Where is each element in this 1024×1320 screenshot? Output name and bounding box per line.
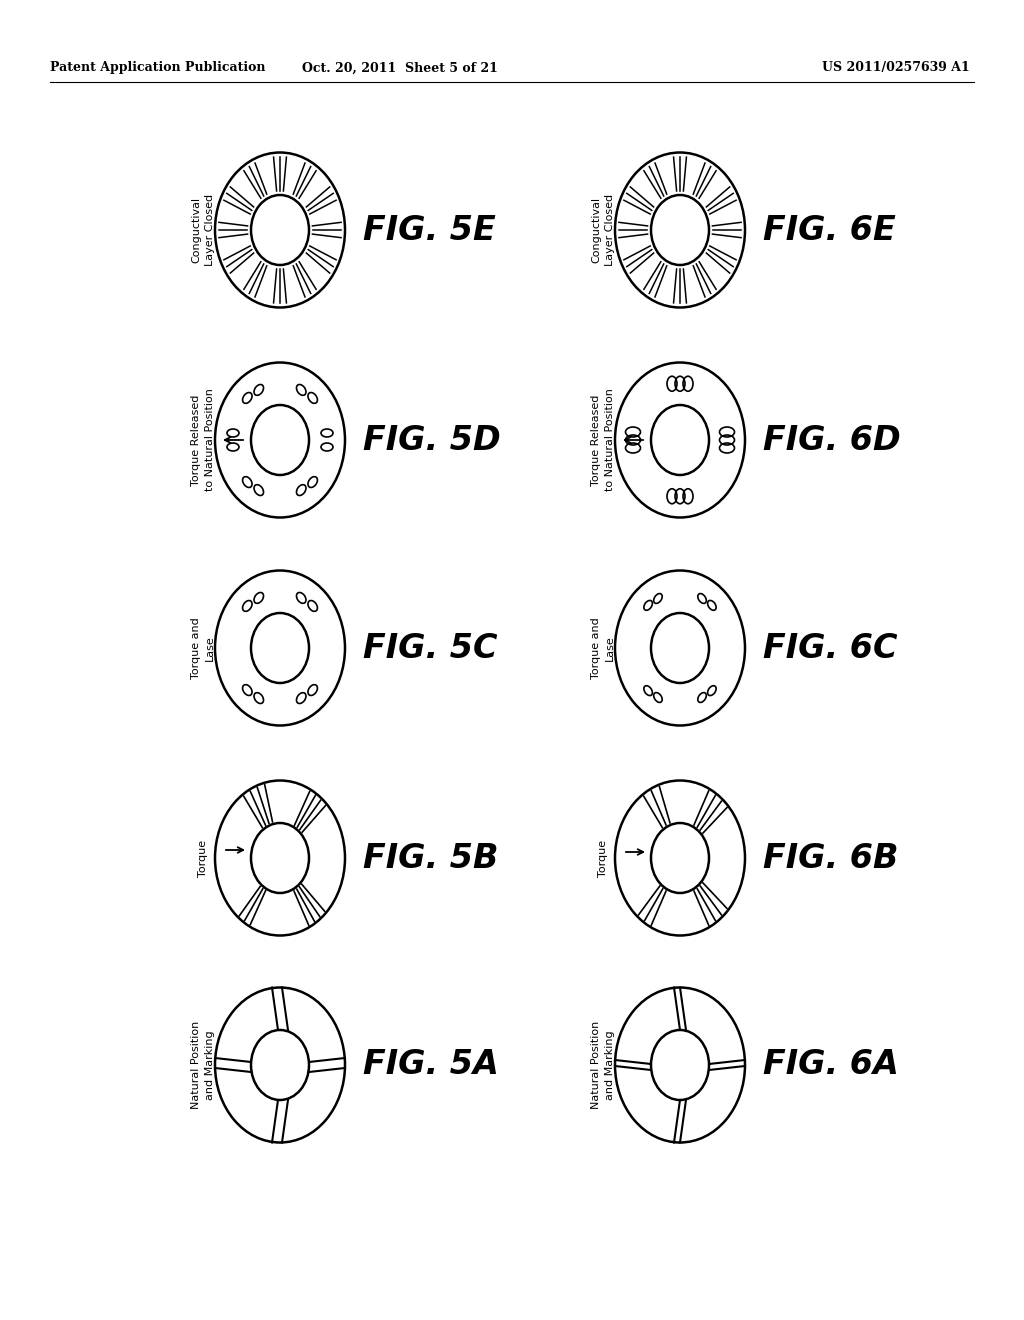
Text: Torque Released: Torque Released (191, 395, 201, 486)
Ellipse shape (615, 987, 745, 1143)
Text: to Natural Position: to Natural Position (605, 388, 615, 491)
Text: Oct. 20, 2011  Sheet 5 of 21: Oct. 20, 2011 Sheet 5 of 21 (302, 62, 498, 74)
Ellipse shape (215, 780, 345, 936)
Text: FIG. 5E: FIG. 5E (362, 214, 496, 247)
Ellipse shape (251, 405, 309, 475)
Ellipse shape (251, 195, 309, 265)
Ellipse shape (651, 1030, 709, 1100)
Text: Layer Closed: Layer Closed (605, 194, 615, 267)
Text: FIG. 6E: FIG. 6E (763, 214, 896, 247)
Text: Patent Application Publication: Patent Application Publication (50, 62, 265, 74)
Text: FIG. 6D: FIG. 6D (763, 424, 901, 457)
Text: Torque Released: Torque Released (591, 395, 601, 486)
Ellipse shape (215, 987, 345, 1143)
Text: Conguctival: Conguctival (591, 197, 601, 263)
Ellipse shape (615, 570, 745, 726)
Text: Torque: Torque (598, 840, 608, 876)
Text: Torque and: Torque and (591, 618, 601, 678)
Text: Conguctival: Conguctival (191, 197, 201, 263)
Ellipse shape (615, 363, 745, 517)
Text: FIG. 5D: FIG. 5D (362, 424, 501, 457)
Text: Natural Position: Natural Position (591, 1020, 601, 1109)
Text: Torque and: Torque and (191, 618, 201, 678)
Text: FIG. 5B: FIG. 5B (362, 842, 499, 874)
Ellipse shape (215, 153, 345, 308)
Ellipse shape (651, 405, 709, 475)
Ellipse shape (215, 570, 345, 726)
Ellipse shape (251, 822, 309, 894)
Text: FIG. 6A: FIG. 6A (763, 1048, 899, 1081)
Text: FIG. 5C: FIG. 5C (362, 631, 498, 664)
Text: to Natural Position: to Natural Position (205, 388, 215, 491)
Ellipse shape (651, 195, 709, 265)
Text: Layer Closed: Layer Closed (205, 194, 215, 267)
Text: FIG. 6C: FIG. 6C (763, 631, 897, 664)
Text: and Marking: and Marking (605, 1030, 615, 1100)
Text: and Marking: and Marking (205, 1030, 215, 1100)
Text: Natural Position: Natural Position (191, 1020, 201, 1109)
Text: Lase: Lase (205, 635, 215, 661)
Ellipse shape (615, 780, 745, 936)
Ellipse shape (251, 1030, 309, 1100)
Ellipse shape (615, 153, 745, 308)
Ellipse shape (651, 612, 709, 682)
Text: Torque: Torque (198, 840, 208, 876)
Text: FIG. 6B: FIG. 6B (763, 842, 898, 874)
Ellipse shape (215, 363, 345, 517)
Text: Lase: Lase (605, 635, 615, 661)
Ellipse shape (251, 612, 309, 682)
Ellipse shape (651, 822, 709, 894)
Text: US 2011/0257639 A1: US 2011/0257639 A1 (822, 62, 970, 74)
Text: FIG. 5A: FIG. 5A (362, 1048, 499, 1081)
